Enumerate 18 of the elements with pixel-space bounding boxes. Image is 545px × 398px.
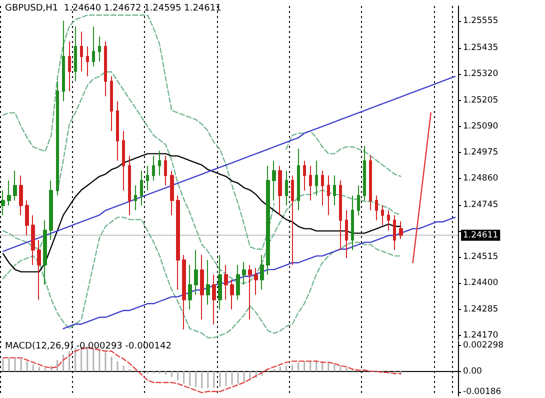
y-tick-label: 0.00 <box>463 366 482 376</box>
y-tick-label: 1.24975 <box>463 148 498 158</box>
y-tick-label: 1.24285 <box>463 304 498 314</box>
y-tick-label: 1.24860 <box>463 174 498 184</box>
y-tick-label: 1.25205 <box>463 95 498 106</box>
y-tick-label: 1.25435 <box>463 43 498 54</box>
y-tick-label: 1.25320 <box>463 69 498 80</box>
y-tick-label: -0.00186 <box>463 387 502 398</box>
chart-title: GBPUSD,H1 1.24640 1.24672 1.24595 1.24611 <box>5 4 222 14</box>
y-tick-label: 1.24170 <box>463 330 498 340</box>
y-tick-label: 1.24745 <box>463 200 498 210</box>
y-tick-label: 1.24515 <box>463 252 498 262</box>
y-tick-label: 1.25555 <box>463 16 498 26</box>
y-tick-label: 0.002298 <box>463 340 504 351</box>
y-tick-label: 1.25090 <box>463 121 498 132</box>
ref-line-label: 1.24611 <box>463 230 498 240</box>
chart-title: MACD(12,26,9) -0.000293 -0.000142 <box>5 342 172 352</box>
y-tick-label: 1.24400 <box>463 278 498 288</box>
